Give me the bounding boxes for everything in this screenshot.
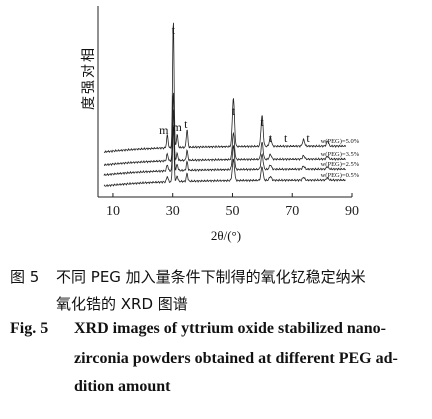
x-tick-label: 30 — [166, 204, 180, 219]
series-label: w(PEG)=3.5% — [321, 151, 360, 158]
peak-label: t — [284, 131, 288, 145]
peak-label: t — [172, 23, 176, 37]
xrd-figure: w(PEG)=5.0% w(PEG)=3.5% w(PEG)=2.5% w(PEG)=… — [81, 6, 360, 243]
caption-en-line3: dition amount — [74, 378, 171, 395]
xrd-trace — [103, 92, 346, 167]
peak-label: t — [260, 115, 264, 129]
y-axis-label-char: 对 — [81, 64, 97, 78]
x-tick-label: 70 — [285, 204, 299, 219]
series-layer: w(PEG)=5.0% w(PEG)=3.5% w(PEG)=2.5% w(PEG)=… — [103, 22, 360, 188]
chart-axes — [97, 6, 353, 198]
xrd-trace — [103, 126, 346, 188]
peak-label: m — [159, 123, 169, 137]
x-axis-label: 2θ/(°) — [211, 228, 241, 243]
x-tick-labels: 10 30 50 70 90 — [106, 204, 359, 219]
caption-zh-line2: 氧化锆的 XRD 图谱 — [56, 295, 188, 313]
peak-label: m — [173, 120, 183, 134]
peak-label: t — [184, 117, 188, 131]
series-label: w(PEG)=2.5% — [321, 161, 360, 168]
caption-zh-line1: 不同 PEG 加入量条件下制得的氧化钇稳定纳米 — [56, 268, 366, 286]
caption-en-line1: XRD images of yttrium oxide stabilized n… — [74, 320, 386, 337]
caption-en-label: Fig. 5 — [10, 320, 49, 337]
x-tick-label: 90 — [345, 204, 359, 219]
series-label: w(PEG)=5.0% — [321, 138, 360, 145]
peak-label: t — [306, 131, 310, 145]
y-axis-label-char: 度 — [81, 96, 97, 110]
x-tick-label: 10 — [106, 204, 120, 219]
series-label: w(PEG)=0.5% — [321, 172, 360, 179]
caption-zh-label: 图 5 — [10, 268, 40, 286]
caption-en-line2: zirconia powders obtained at different P… — [74, 350, 398, 367]
x-tick-label: 50 — [225, 204, 239, 219]
peak-label: t — [232, 104, 236, 118]
y-axis-label-char: 强 — [81, 80, 97, 94]
peak-label: t — [269, 131, 273, 145]
xrd-trace — [103, 109, 346, 177]
y-axis-label-char: 相 — [81, 48, 97, 62]
xrd-trace — [103, 22, 346, 154]
xrd-chart: w(PEG)=5.0% w(PEG)=3.5% w(PEG)=2.5% w(PEG)=… — [81, 6, 360, 243]
